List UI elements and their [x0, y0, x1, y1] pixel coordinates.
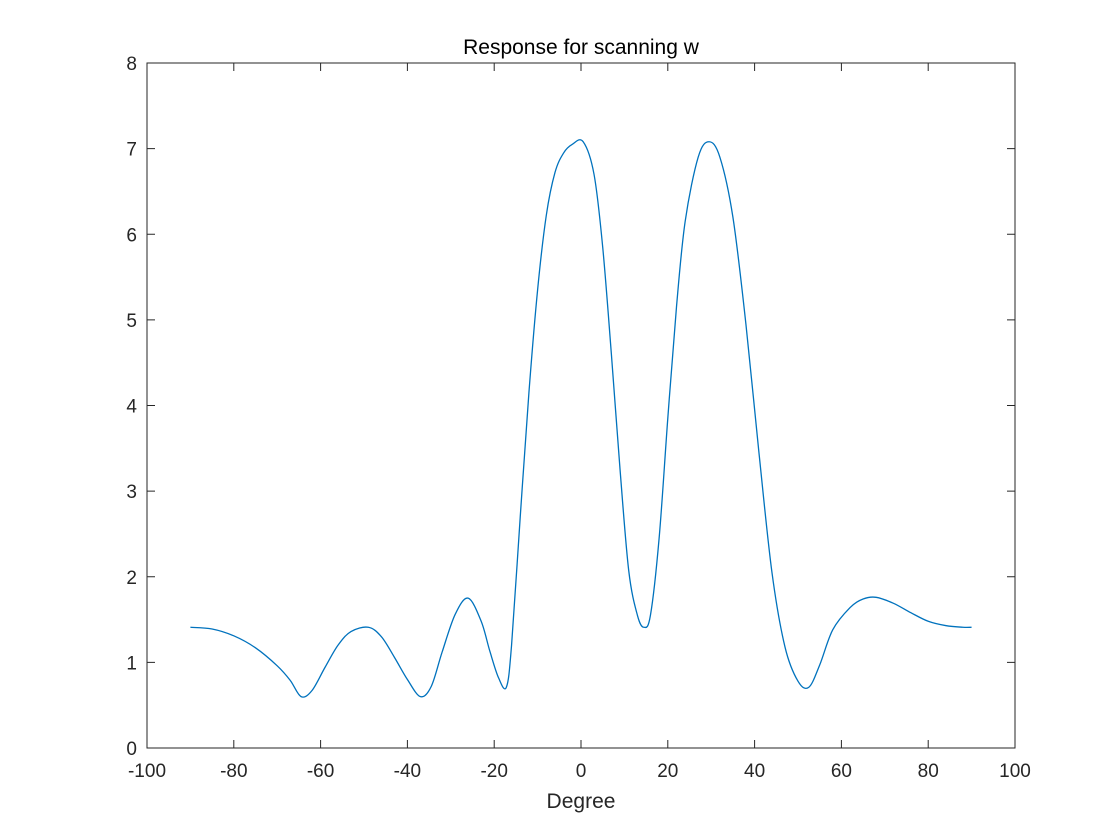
y-tick-label: 8 [126, 54, 137, 75]
x-tick-label: 80 [918, 761, 939, 782]
x-tick-label: -40 [394, 761, 421, 782]
y-tick-label: 7 [126, 140, 137, 161]
y-tick-label: 1 [126, 653, 137, 674]
plot-frame [146, 62, 1016, 749]
y-tick-label: 0 [126, 739, 137, 760]
chart-title: Response for scanning w [463, 36, 700, 59]
x-axis: -100 -80 -60 -40 -20 0 20 40 60 80 100 [128, 63, 1031, 782]
y-tick-label: 5 [126, 311, 137, 332]
plot-area: -100 -80 -60 -40 -20 0 20 40 60 80 100 0 1 2 3 4 5 6 7 8 [126, 54, 1030, 782]
series-line [190, 139, 972, 698]
x-tick-label: 40 [744, 761, 765, 782]
y-tick-label: 3 [126, 482, 137, 503]
y-axis: 0 1 2 3 4 5 6 7 8 [126, 54, 1015, 760]
x-tick-label: -60 [307, 761, 334, 782]
x-tick-label: -20 [480, 761, 507, 782]
x-tick-label: 60 [831, 761, 852, 782]
x-tick-label: 0 [576, 761, 587, 782]
y-tick-label: 2 [126, 568, 137, 589]
x-tick-label: -100 [128, 761, 166, 782]
x-tick-label: -80 [220, 761, 247, 782]
x-tick-label: 100 [999, 761, 1031, 782]
y-tick-label: 4 [126, 397, 137, 418]
x-axis-label: Degree [547, 790, 616, 813]
x-tick-label: 20 [657, 761, 678, 782]
y-tick-label: 6 [126, 225, 137, 246]
